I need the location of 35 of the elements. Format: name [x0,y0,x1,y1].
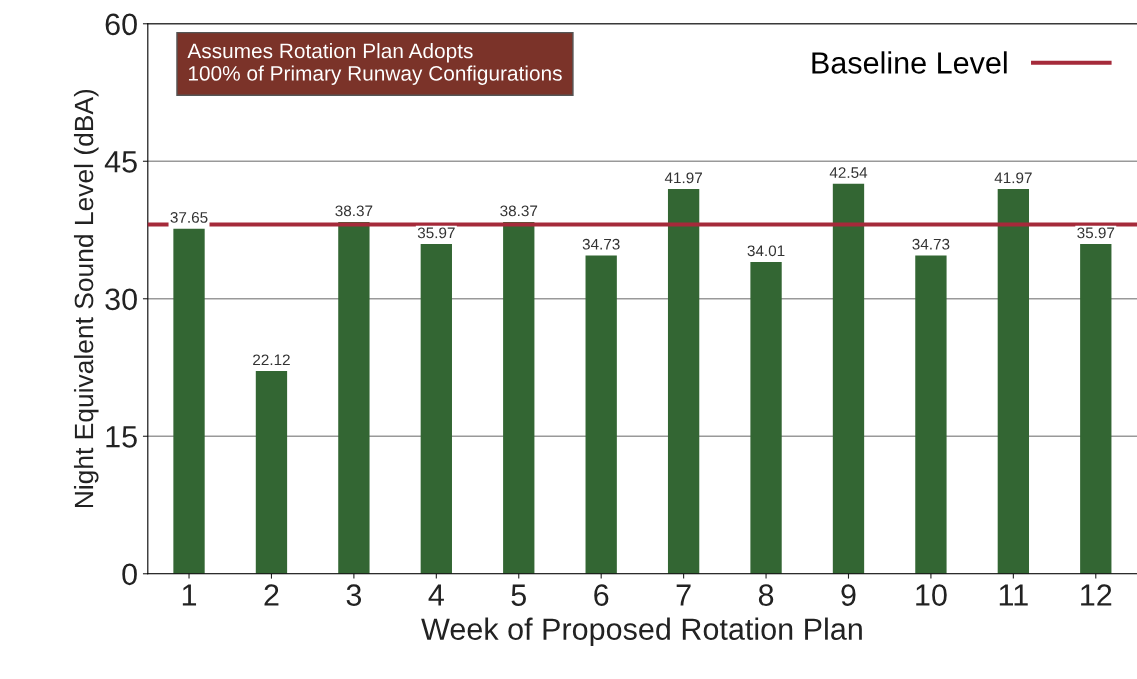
bar [420,244,452,574]
x-tick-label: 4 [428,584,444,606]
x-tick-label: 3 [346,584,362,606]
y-tick-label: 15 [106,426,137,448]
x-tick-label: 6 [594,584,609,606]
x-tick-label: 10 [916,584,947,606]
y-axis-title: Night Equivalent Sound Level (dBA) [73,89,99,508]
y-tick-label: 0 [122,563,137,586]
data-label: 35.97 [417,227,455,239]
x-tick-label: 7 [676,584,691,606]
data-label: 37.65 [170,212,208,223]
x-tick-label: 8 [758,584,774,606]
x-tick-label: 5 [511,584,526,606]
data-label: 34.73 [912,238,950,250]
x-tick-label: 11 [999,584,1028,606]
x-tick-label: 1 [182,584,197,606]
y-tick-label: 45 [104,151,137,173]
x-tick-label: 2 [264,584,279,606]
data-label: 22.12 [253,354,290,366]
data-label: 34.01 [747,245,785,257]
annotation: Assumes Rotation Plan Adopts 100% of Primary Runway Configurations [187,43,562,85]
data-label: 35.97 [1077,227,1115,239]
bar [1080,244,1112,574]
x-tick-label: 9 [841,584,856,606]
data-label: 38.37 [335,205,373,217]
data-label: 34.73 [582,238,620,250]
y-tick-label: 30 [105,288,137,311]
y-tick-label: 60 [105,13,137,36]
data-label: 41.97 [664,172,702,184]
data-label: 41.97 [994,172,1032,184]
legend-label: Baseline Level [812,51,1007,74]
x-axis-title: Week of Proposed Rotation Plan [421,617,862,646]
data-label: 42.54 [829,167,868,179]
x-tick-label: 12 [1081,584,1112,606]
data-label: 38.37 [500,205,538,217]
